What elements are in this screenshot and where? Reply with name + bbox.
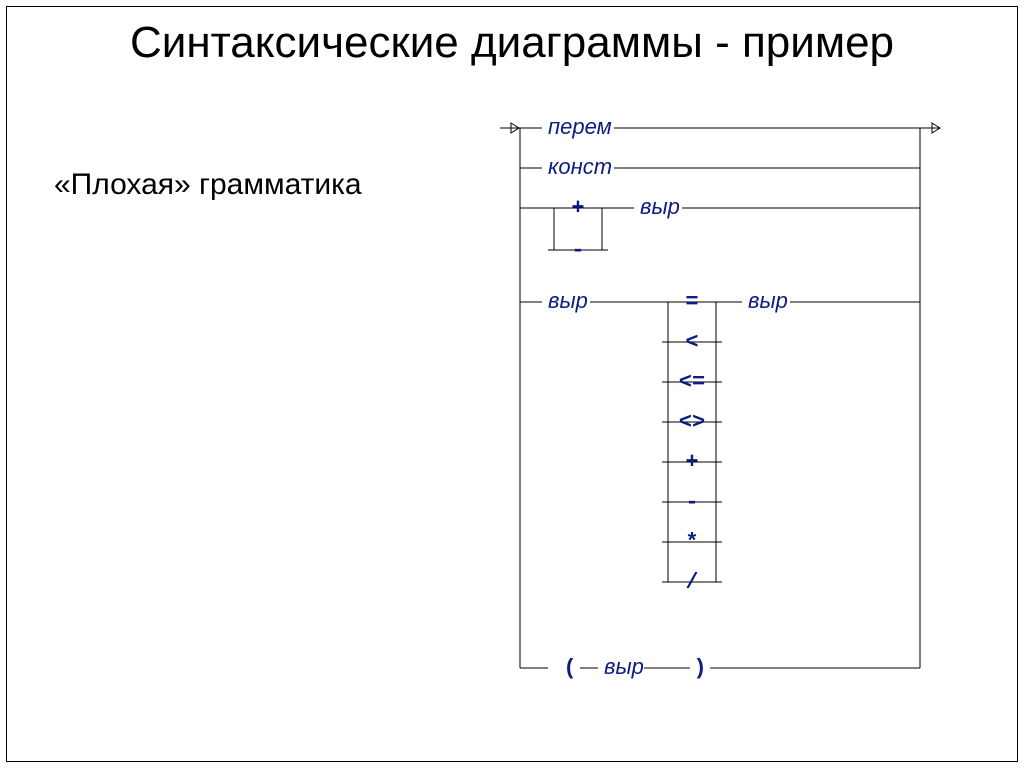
svg-text:выр: выр <box>640 194 680 219</box>
svg-text:выр: выр <box>604 654 644 679</box>
svg-text:+: + <box>685 450 698 475</box>
svg-text:(: ( <box>563 656 576 681</box>
svg-text:<>: <> <box>679 410 705 435</box>
svg-text:<: < <box>685 330 698 355</box>
svg-text:-: - <box>685 490 698 515</box>
svg-text:/: / <box>685 570 698 595</box>
svg-text:перем: перем <box>548 114 612 139</box>
svg-text:=: = <box>685 290 698 315</box>
svg-text:<=: <= <box>679 370 705 395</box>
svg-text:*: * <box>685 530 698 555</box>
svg-text:-: - <box>571 238 584 263</box>
svg-text:выр: выр <box>748 288 788 313</box>
svg-text:выр: выр <box>548 288 588 313</box>
svg-text:): ) <box>693 656 706 681</box>
svg-text:конст: конст <box>548 154 612 179</box>
svg-text:+: + <box>571 196 584 221</box>
syntax-diagram: перем конст + - выр выр = < <= <> + - * / выр ( выр) <box>0 0 1024 768</box>
